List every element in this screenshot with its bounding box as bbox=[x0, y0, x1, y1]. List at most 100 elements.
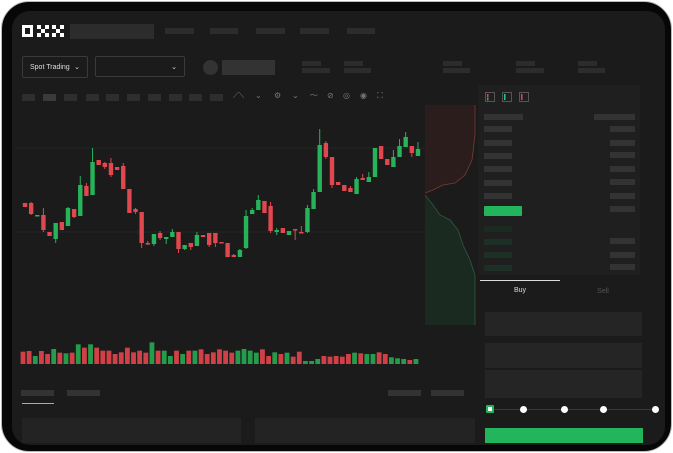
orderbook-asks-icon[interactable] bbox=[519, 92, 529, 102]
candle-up[interactable] bbox=[366, 177, 372, 182]
target-icon[interactable]: ◉ bbox=[360, 91, 367, 100]
tab-buy[interactable]: Buy bbox=[513, 287, 527, 294]
orderbook-view-toggles[interactable] bbox=[485, 92, 535, 102]
tab-sell[interactable]: Sell bbox=[597, 288, 609, 295]
candle-down[interactable] bbox=[219, 242, 224, 244]
candle-down[interactable] bbox=[342, 185, 347, 191]
candle-up[interactable] bbox=[35, 215, 40, 217]
bid-row[interactable] bbox=[484, 252, 512, 258]
bid-row[interactable] bbox=[484, 265, 512, 271]
ruler-icon[interactable]: ⊘ bbox=[327, 91, 334, 100]
chevron-down-icon[interactable]: ⌄ bbox=[292, 91, 299, 100]
timeframe-button[interactable] bbox=[148, 94, 161, 101]
bid-row[interactable] bbox=[484, 239, 512, 245]
candle-down[interactable] bbox=[133, 209, 138, 212]
bottom-tab-active[interactable] bbox=[21, 390, 54, 396]
candle-down[interactable] bbox=[139, 212, 144, 243]
candle-down[interactable] bbox=[268, 206, 273, 231]
nav-item[interactable] bbox=[256, 28, 285, 34]
bottom-action[interactable] bbox=[388, 390, 421, 396]
candle-down[interactable] bbox=[378, 146, 384, 159]
timeframe-button[interactable] bbox=[127, 94, 140, 101]
candle-down[interactable] bbox=[292, 229, 298, 231]
pair-dropdown[interactable]: ⌄ bbox=[95, 56, 185, 77]
candle-down[interactable] bbox=[22, 203, 28, 207]
candle-down[interactable] bbox=[200, 235, 206, 237]
candle-down[interactable] bbox=[360, 178, 365, 180]
candle-up[interactable] bbox=[305, 208, 310, 232]
candle-down[interactable] bbox=[280, 228, 286, 233]
slider-mark-50[interactable] bbox=[561, 406, 568, 413]
candle-up[interactable] bbox=[397, 146, 402, 157]
timeframe-button-active[interactable] bbox=[43, 94, 56, 101]
last-price-highlight[interactable] bbox=[484, 206, 522, 216]
candle-up[interactable] bbox=[372, 148, 378, 177]
orderbook-bids-icon[interactable] bbox=[502, 92, 512, 102]
nav-item[interactable] bbox=[165, 28, 194, 34]
indicator-icon[interactable]: ⌄ bbox=[255, 91, 262, 100]
candle-down[interactable] bbox=[47, 232, 52, 236]
timeframe-button[interactable] bbox=[86, 94, 99, 101]
candle-up[interactable] bbox=[354, 179, 359, 194]
ask-row[interactable] bbox=[484, 166, 512, 172]
okx-logo[interactable] bbox=[22, 25, 64, 37]
nav-item[interactable] bbox=[347, 28, 375, 34]
line-tool-icon[interactable]: 〜 bbox=[310, 91, 318, 100]
candle-down[interactable] bbox=[207, 233, 212, 245]
bid-row[interactable] bbox=[484, 226, 512, 232]
candle-down[interactable] bbox=[176, 232, 181, 249]
candle-down[interactable] bbox=[127, 189, 132, 213]
candle-down[interactable] bbox=[323, 143, 329, 157]
ask-row[interactable] bbox=[484, 140, 512, 146]
timeframe-button[interactable] bbox=[189, 94, 202, 101]
candle-down[interactable] bbox=[145, 243, 150, 245]
candle-up[interactable] bbox=[249, 210, 255, 214]
candle-up[interactable] bbox=[182, 245, 187, 249]
candle-down[interactable] bbox=[108, 163, 114, 175]
nav-item[interactable] bbox=[300, 28, 329, 34]
timeframe-button[interactable] bbox=[210, 94, 223, 101]
candle-down[interactable] bbox=[102, 163, 108, 167]
bottom-tab[interactable] bbox=[67, 390, 100, 396]
price-input[interactable] bbox=[485, 312, 642, 336]
timeframe-button[interactable] bbox=[22, 94, 35, 101]
candle-up[interactable] bbox=[256, 200, 261, 210]
candle-up[interactable] bbox=[403, 137, 408, 147]
amount-input[interactable] bbox=[485, 343, 642, 368]
candle-down[interactable] bbox=[28, 203, 34, 214]
candle-down[interactable] bbox=[225, 243, 230, 257]
candle-down[interactable] bbox=[213, 233, 218, 243]
candle-down[interactable] bbox=[299, 232, 304, 234]
total-input[interactable] bbox=[485, 370, 642, 398]
slider-mark-100[interactable] bbox=[652, 406, 659, 413]
settings-icon[interactable]: ⚙ bbox=[274, 91, 282, 100]
timeframe-button[interactable] bbox=[169, 94, 182, 101]
candle-up[interactable] bbox=[65, 208, 71, 226]
candle-down[interactable] bbox=[188, 243, 193, 247]
chart-type-icon[interactable]: ⟋⟍ bbox=[233, 91, 245, 100]
nav-item[interactable] bbox=[210, 28, 238, 34]
candle-down[interactable] bbox=[409, 146, 415, 153]
fullscreen-icon[interactable]: ⛶ bbox=[377, 91, 383, 100]
candle-up[interactable] bbox=[311, 192, 316, 209]
candle-up[interactable] bbox=[286, 231, 292, 235]
camera-icon[interactable]: ◎ bbox=[343, 91, 350, 100]
candle-up[interactable] bbox=[194, 235, 200, 246]
buy-button[interactable] bbox=[485, 428, 643, 443]
candle-up[interactable] bbox=[237, 250, 243, 257]
candle-up[interactable] bbox=[151, 234, 157, 244]
candle-up[interactable] bbox=[90, 162, 95, 195]
ask-row[interactable] bbox=[484, 126, 512, 132]
candle-down[interactable] bbox=[96, 160, 101, 165]
timeframe-button[interactable] bbox=[64, 94, 77, 101]
candle-up[interactable] bbox=[164, 237, 169, 239]
candle-down[interactable] bbox=[71, 209, 77, 217]
candle-down[interactable] bbox=[385, 159, 390, 165]
slider-mark-25[interactable] bbox=[520, 406, 527, 413]
candle-down[interactable] bbox=[157, 233, 163, 238]
candle-up[interactable] bbox=[391, 157, 396, 167]
candle-up[interactable] bbox=[170, 232, 175, 237]
candle-up[interactable] bbox=[317, 145, 322, 192]
candle-down[interactable] bbox=[59, 222, 65, 230]
candle-down[interactable] bbox=[41, 215, 46, 230]
